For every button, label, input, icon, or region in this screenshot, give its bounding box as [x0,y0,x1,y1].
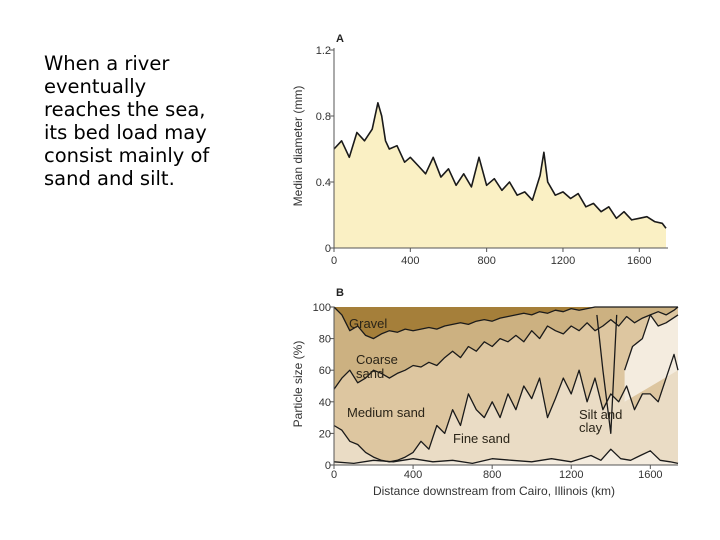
caption-line: sand and silt. [44,167,175,190]
chart-b-y-tick-label: 40 [319,397,331,409]
chart-a-panel-label: A [336,33,344,45]
region-label-silt-and-clay: Silt and clay [579,407,622,435]
caption-line: reaches the sea, [44,98,206,121]
chart-b-y-tick-label: 80 [319,334,331,346]
region-label-coarse-sand: Coarse sand [356,352,398,381]
chart-a-plot-area [333,48,668,249]
layer-fine-sand [334,354,678,465]
chart-a-x-tick-label: 400 [401,255,419,267]
layer-silt-clay [334,449,678,465]
chart-b-boundary-line [333,306,678,340]
chart-a-y-tick-label: 0.4 [316,177,331,189]
chart-a-area [334,102,666,248]
region-label-fine-sand: Fine sand [453,431,510,446]
chart-b-y-tick-label: 20 [319,428,331,440]
chart-b-x-tick-label: 400 [404,469,422,481]
caption-line: When a river [44,52,170,75]
chart-b-boundary-line [333,353,679,463]
chart-a-x-tick-label: 0 [331,255,337,267]
region-label-gravel: Gravel [349,316,387,331]
chart-a-x-tick-label: 800 [477,255,495,267]
chart-b-y-tick-label: 100 [313,302,331,314]
caption-line: its bed load may [44,121,207,144]
chart-b-y-tick-label: 0 [325,460,331,472]
chart-a-y-tick-label: 0 [325,243,331,255]
chart-b-y-axis-label: Particle size (%) [291,341,305,428]
chart-b-boundary-line [333,448,679,465]
layer-silt-clay-right [624,314,678,402]
chart-b-boundary-line [333,306,679,390]
chart-b-x-tick-label: 0 [331,469,337,481]
chart-a-y-tick-label: 0.8 [316,111,331,123]
chart-a-x-tick-label: 1600 [627,255,651,267]
caption-line: eventually [44,75,147,98]
chart-a-series-line [333,102,667,229]
chart-b-y-tick-label: 60 [319,365,331,377]
region-label-medium-sand: Medium sand [347,405,425,420]
chart-b-ticks: 0 20 40 60 80 100 0 400 800 1200 1600 [313,302,663,481]
chart-b-extra-line [596,314,618,435]
chart-b-x-tick-label: 1200 [559,469,583,481]
chart-b: B Particle size (%) Distance downstream … [291,287,679,498]
chart-a-y-axis-label: Median diameter (mm) [291,86,305,207]
chart-b-x-axis-label: Distance downstream from Cairo, Illinois… [373,484,615,498]
chart-b-x-tick-label: 1600 [638,469,662,481]
caption-line: consist mainly of [44,144,210,167]
chart-b-plot-area [333,306,679,466]
chart-a-x-tick-label: 1200 [551,255,575,267]
chart-b-region-labels: Gravel Coarse sand Medium sand Fine sand … [347,316,622,446]
chart-b-panel-label: B [336,287,344,299]
chart-a: A Median diameter (mm) 0 0.4 0.8 1.2 0 400 800… [291,33,668,267]
chart-b-x-tick-label: 800 [483,469,501,481]
chart-b-extra-line [623,314,679,371]
caption-text: When a river eventually reaches the sea,… [44,52,264,190]
chart-a-y-tick-label: 1.2 [316,45,331,57]
chart-a-ticks: 0 0.4 0.8 1.2 0 400 800 1200 1600 [316,45,652,267]
